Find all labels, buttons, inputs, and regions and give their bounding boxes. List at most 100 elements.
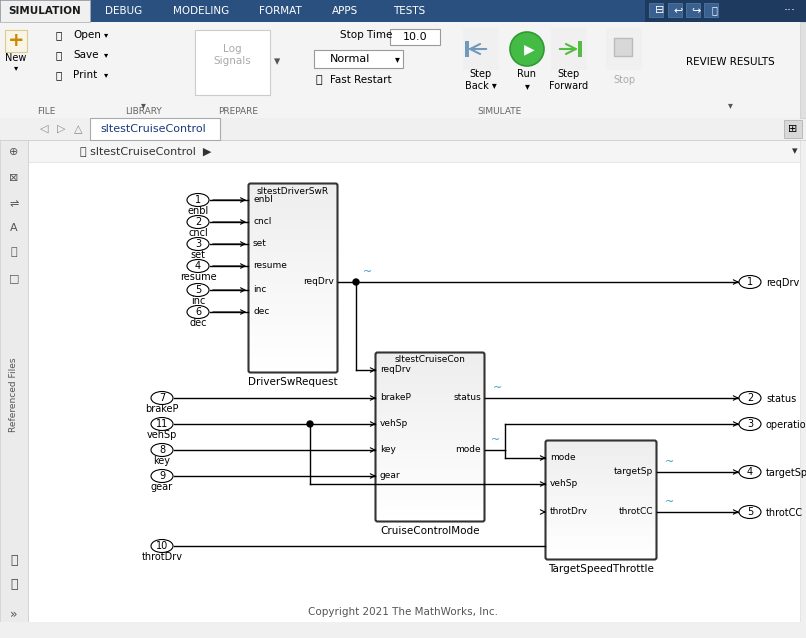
Text: ~: ~ <box>490 435 500 445</box>
Bar <box>375 481 485 482</box>
Bar <box>545 481 657 482</box>
Bar <box>545 513 657 514</box>
Bar <box>375 418 485 419</box>
Bar <box>248 367 338 368</box>
Bar <box>375 458 485 459</box>
Bar <box>375 389 485 390</box>
Bar <box>248 212 338 213</box>
Bar <box>545 557 657 558</box>
Bar <box>375 467 485 468</box>
Bar <box>375 506 485 507</box>
Bar <box>545 497 657 498</box>
Bar <box>248 307 338 308</box>
Text: FILE: FILE <box>37 107 55 117</box>
Bar <box>248 235 338 236</box>
Bar <box>248 322 338 323</box>
Text: SIMULATION: SIMULATION <box>9 6 81 16</box>
Bar <box>248 274 338 275</box>
Bar <box>545 515 657 516</box>
Bar <box>375 421 485 422</box>
Bar <box>248 316 338 317</box>
Bar <box>375 366 485 367</box>
Bar <box>545 466 657 467</box>
Bar <box>375 444 485 445</box>
Bar <box>248 352 338 353</box>
Bar <box>375 483 485 484</box>
Bar <box>375 410 485 411</box>
Bar <box>248 310 338 311</box>
Bar <box>545 524 657 525</box>
Bar <box>375 426 485 427</box>
Text: 4: 4 <box>747 467 753 477</box>
Bar <box>375 422 485 423</box>
Text: ▾: ▾ <box>104 50 108 59</box>
Bar <box>248 311 338 312</box>
Bar <box>545 552 657 553</box>
Bar <box>248 347 338 348</box>
Text: ~: ~ <box>364 267 372 277</box>
Bar <box>375 515 485 516</box>
Text: sltestDriverSwR: sltestDriverSwR <box>257 186 329 195</box>
Bar <box>545 478 657 479</box>
Text: sltestCruiseCon: sltestCruiseCon <box>395 355 465 364</box>
Text: Open: Open <box>73 30 101 40</box>
Bar <box>375 490 485 491</box>
Bar <box>545 517 657 518</box>
Bar <box>248 219 338 220</box>
Bar <box>375 482 485 483</box>
Bar <box>248 344 338 345</box>
Bar <box>545 459 657 460</box>
Text: key: key <box>380 445 396 454</box>
Bar <box>375 407 485 408</box>
Bar <box>248 365 338 366</box>
Bar <box>545 541 657 542</box>
Bar <box>545 445 657 446</box>
Bar <box>248 270 338 271</box>
Bar <box>375 362 485 363</box>
Bar <box>248 346 338 347</box>
Text: vehSp: vehSp <box>550 480 578 489</box>
Bar <box>375 457 485 458</box>
Bar <box>248 290 338 291</box>
Bar <box>248 332 338 333</box>
Text: 📷: 📷 <box>10 554 18 567</box>
Bar <box>248 198 338 199</box>
Bar <box>375 446 485 447</box>
Bar <box>248 225 338 226</box>
Bar <box>248 197 338 198</box>
Bar <box>375 363 485 364</box>
Bar <box>248 372 338 373</box>
Bar <box>545 554 657 555</box>
Bar <box>248 298 338 299</box>
Bar <box>375 353 485 354</box>
Bar <box>375 438 485 439</box>
Bar <box>248 244 338 245</box>
Bar <box>545 506 657 507</box>
Bar <box>248 269 338 270</box>
Bar <box>375 412 485 413</box>
Text: ···: ··· <box>784 4 796 17</box>
Bar <box>248 266 338 267</box>
Bar <box>248 245 338 246</box>
Bar <box>5 30 27 52</box>
Bar <box>248 286 338 287</box>
Bar <box>545 454 657 455</box>
Bar <box>390 29 440 45</box>
Bar <box>248 201 338 202</box>
Bar <box>545 464 657 465</box>
Text: Run
▾: Run ▾ <box>517 69 537 91</box>
Text: 1: 1 <box>747 277 753 287</box>
Text: ▾: ▾ <box>104 31 108 40</box>
Bar <box>545 556 657 557</box>
Bar <box>375 516 485 517</box>
Bar <box>248 271 338 272</box>
Bar <box>545 463 657 464</box>
Bar <box>545 456 657 457</box>
Text: 11: 11 <box>156 419 168 429</box>
Bar <box>375 434 485 435</box>
Bar <box>248 208 338 209</box>
Bar <box>375 356 485 357</box>
Text: ▾: ▾ <box>274 56 280 68</box>
Bar <box>375 419 485 420</box>
Text: DriverSwRequest: DriverSwRequest <box>248 377 338 387</box>
